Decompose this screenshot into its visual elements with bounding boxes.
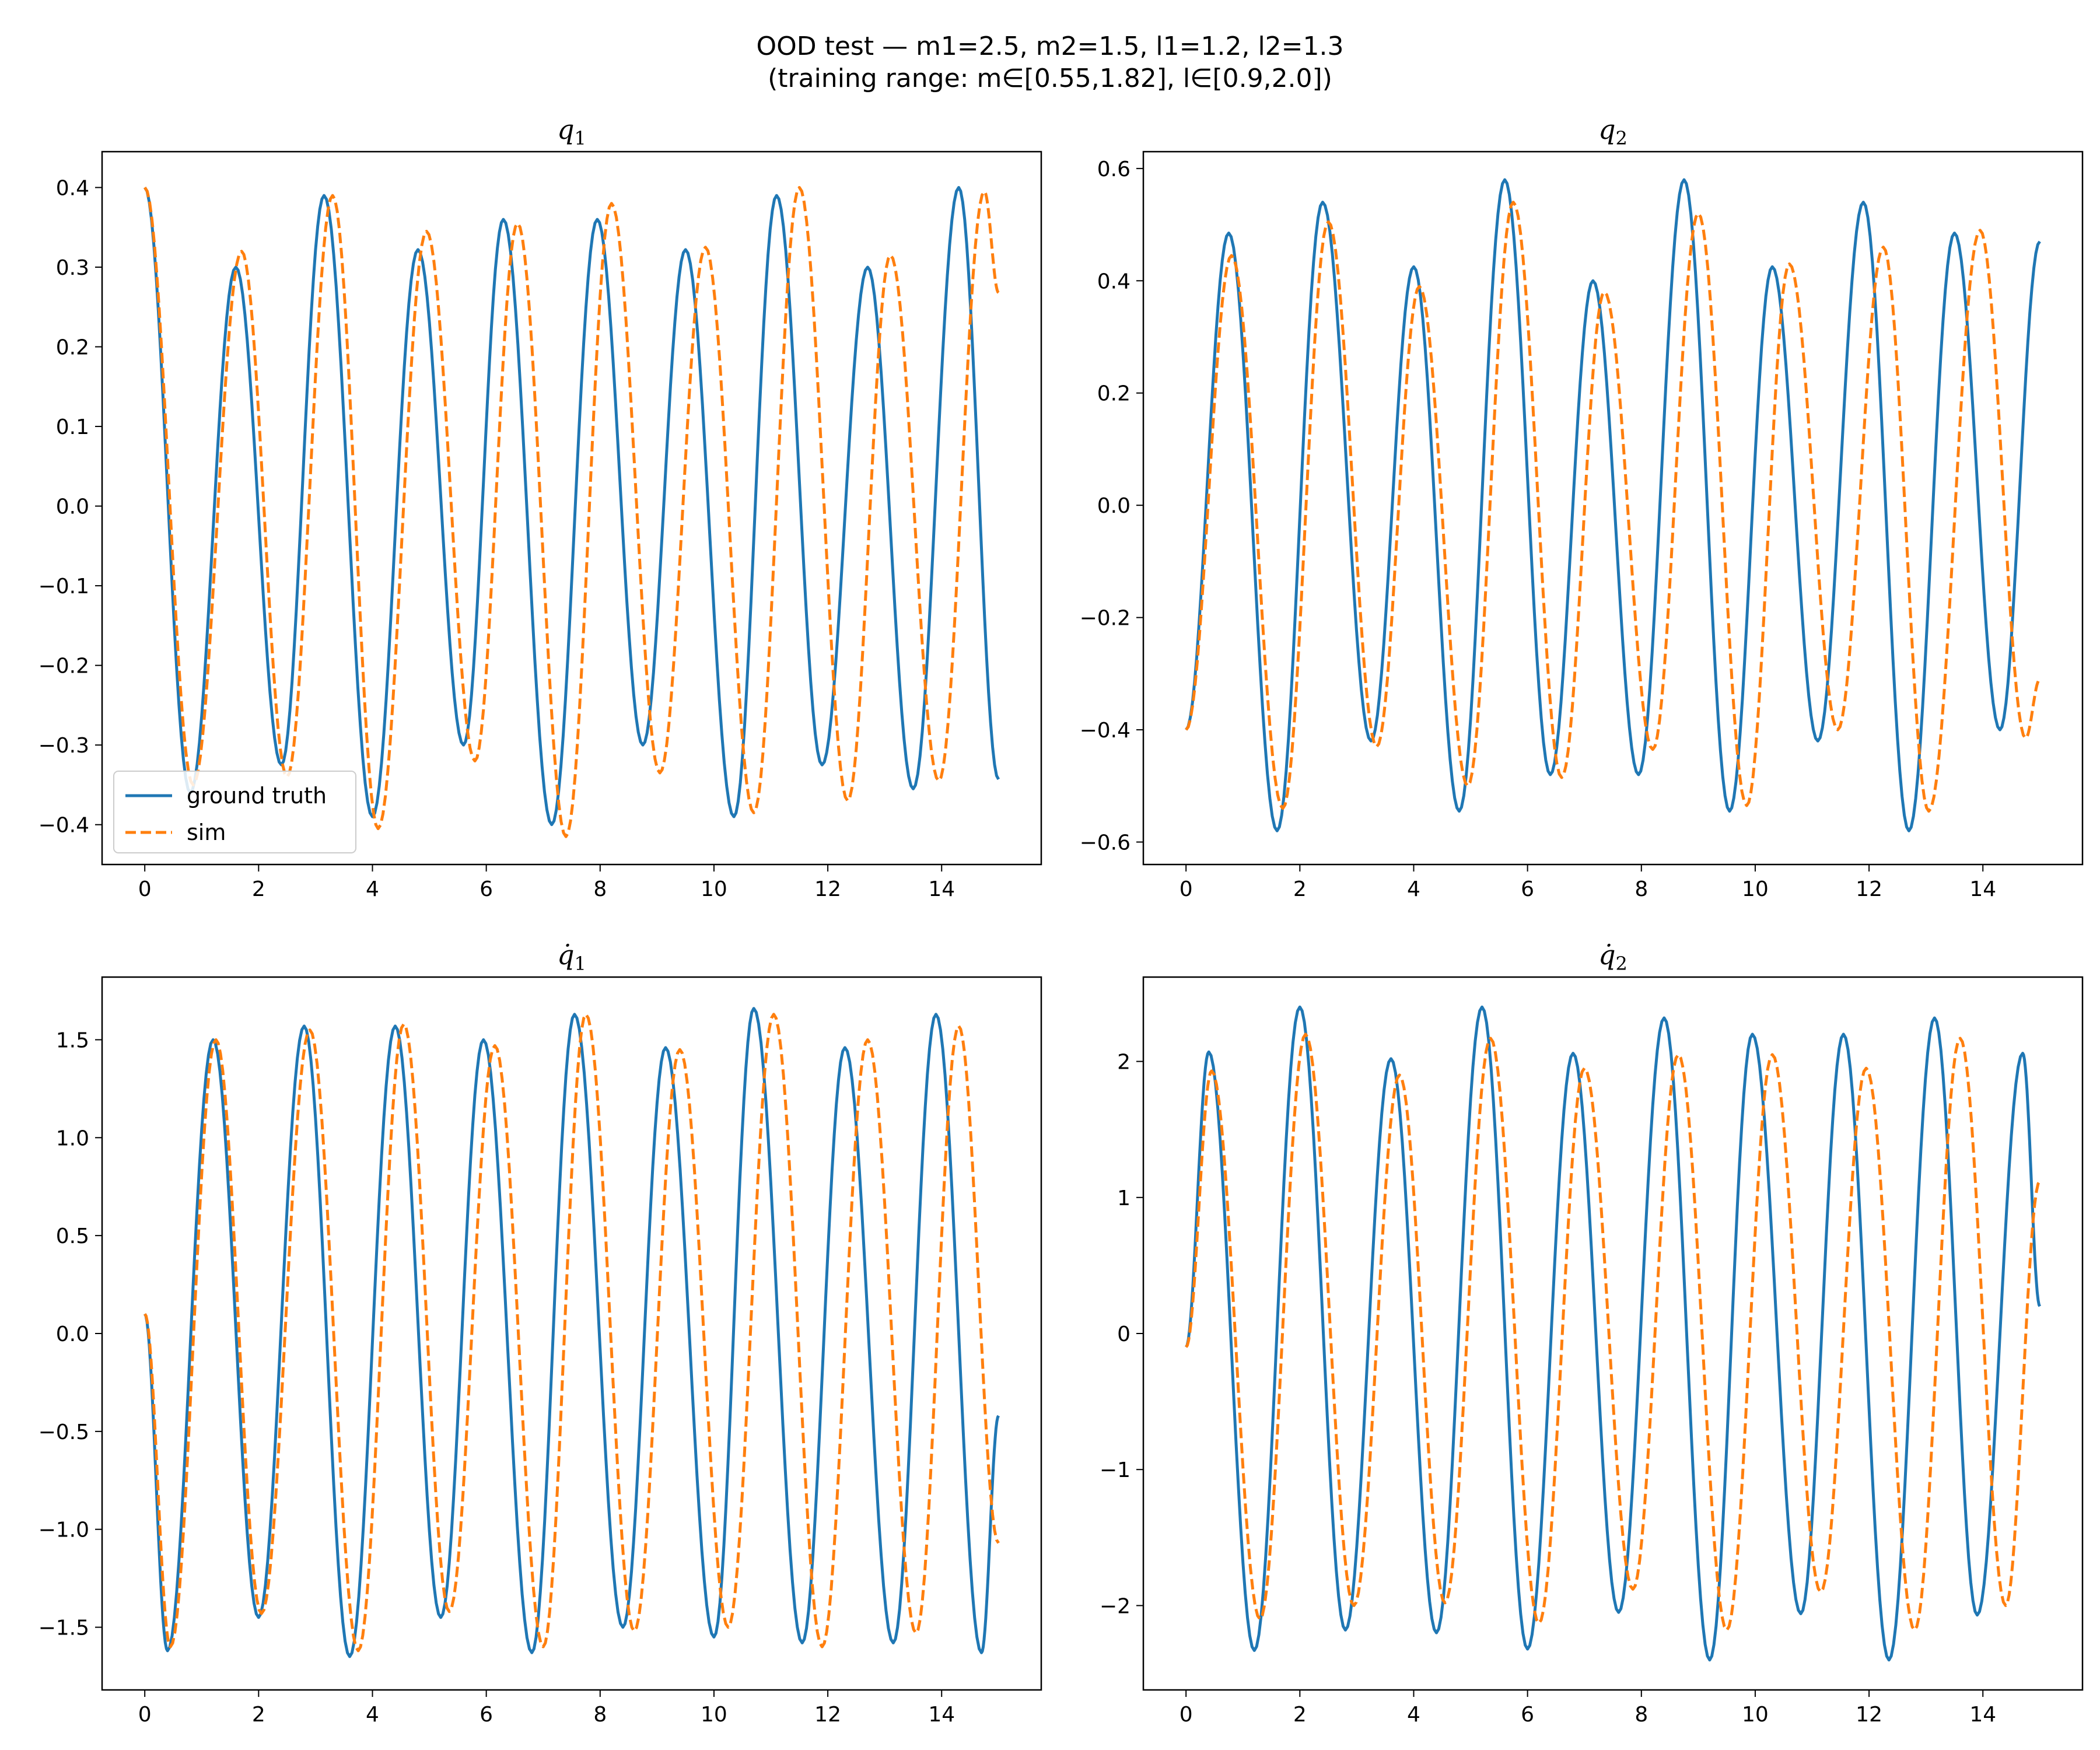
subplot-2: q20 2 4 6 8 10 12 140.60.40.20.0−0.2−0.4−0.6 bbox=[1080, 114, 2084, 901]
y-tick-label: −2 bbox=[1100, 1594, 1130, 1618]
y-tick-label: −0.4 bbox=[1080, 719, 1130, 743]
sim-series-line bbox=[1185, 201, 2041, 813]
subplot-title: q2 bbox=[1598, 114, 1628, 149]
y-tick-label: 0.0 bbox=[1097, 494, 1130, 518]
x-tick-label: 10 bbox=[701, 1703, 727, 1727]
y-tick-label: 1.0 bbox=[56, 1126, 89, 1150]
ground-truth-series-line bbox=[143, 1007, 1000, 1658]
x-tick-label: 0 bbox=[1180, 877, 1193, 901]
ground-truth-series-line bbox=[1185, 1005, 2042, 1662]
legend-label-sim: sim bbox=[187, 820, 226, 845]
subplot-title-subscript: 2 bbox=[1616, 953, 1628, 975]
x-tick-label: 12 bbox=[1856, 877, 1882, 901]
y-tick-label: 1 bbox=[1117, 1186, 1130, 1210]
y-tick-label: 0.2 bbox=[1097, 382, 1130, 406]
x-tick-label: 8 bbox=[593, 877, 607, 901]
y-tick-label: 0.3 bbox=[56, 256, 89, 280]
y-tick-label: −0.3 bbox=[38, 734, 89, 758]
x-tick-label: 6 bbox=[1521, 877, 1534, 901]
x-tick-label: 2 bbox=[252, 1703, 265, 1727]
y-tick-label: −0.6 bbox=[1080, 831, 1130, 855]
x-tick-label: 2 bbox=[1293, 877, 1307, 901]
y-tick-label: −0.4 bbox=[38, 814, 89, 838]
x-tick-label: 14 bbox=[1969, 877, 1996, 901]
subplot-title-subscript: 1 bbox=[575, 953, 586, 975]
x-tick-label: 12 bbox=[1856, 1703, 1882, 1727]
x-tick-label: 8 bbox=[1634, 1703, 1648, 1727]
y-tick-label: 0.1 bbox=[56, 415, 89, 439]
figure-title-line-2: (training range: m∈[0.55,1.82], l∈[0.9,2… bbox=[768, 64, 1332, 93]
subplot-title-subscript: 1 bbox=[575, 127, 586, 149]
x-tick-label: 0 bbox=[138, 1703, 152, 1727]
subplot-title-symbol: q̇ bbox=[557, 939, 574, 971]
legend-label-ground-truth: ground truth bbox=[187, 783, 327, 808]
subplot-grid: q10 2 4 6 8 10 12 140.40.30.20.10.0−0.1−0.2−0.3… bbox=[38, 114, 2084, 1727]
subplot-title: q1 bbox=[557, 114, 586, 149]
subplot-title-symbol: q bbox=[557, 114, 574, 145]
subplot-1: q10 2 4 6 8 10 12 140.40.30.20.10.0−0.1−0.2−0.3… bbox=[38, 114, 1042, 901]
x-tick-label: 12 bbox=[814, 877, 841, 901]
y-tick-label: 0 bbox=[1117, 1322, 1130, 1346]
sim-series-line bbox=[144, 1013, 1000, 1653]
ground-truth-series-line bbox=[1185, 178, 2041, 832]
x-tick-label: 14 bbox=[928, 1703, 955, 1727]
x-tick-label: 4 bbox=[366, 877, 379, 901]
subplot-title: q̇1 bbox=[557, 939, 586, 975]
y-tick-label: 0.4 bbox=[56, 176, 89, 200]
y-tick-label: −0.2 bbox=[38, 654, 89, 678]
x-tick-label: 2 bbox=[252, 877, 265, 901]
subplot-title-symbol: q̇ bbox=[1598, 939, 1615, 971]
x-tick-label: 6 bbox=[480, 1703, 493, 1727]
y-tick-label: −1.0 bbox=[38, 1518, 89, 1542]
subplot-title-symbol: q bbox=[1598, 114, 1615, 145]
y-tick-label: 0.5 bbox=[56, 1224, 89, 1248]
y-tick-label: −1 bbox=[1100, 1458, 1130, 1482]
x-tick-label: 4 bbox=[1407, 1703, 1420, 1727]
x-tick-label: 8 bbox=[593, 1703, 607, 1727]
x-tick-label: 12 bbox=[814, 1703, 841, 1727]
subplot-title: q̇2 bbox=[1598, 939, 1628, 975]
x-tick-label: 10 bbox=[1742, 1703, 1769, 1727]
figure-title-line-1: OOD test — m1=2.5, m2=1.5, l1=1.2, l2=1.… bbox=[756, 32, 1343, 61]
x-tick-label: 0 bbox=[1180, 1703, 1193, 1727]
y-tick-label: 0.4 bbox=[1097, 270, 1130, 293]
y-tick-label: 0.6 bbox=[1097, 158, 1130, 181]
x-tick-label: 10 bbox=[701, 877, 727, 901]
x-tick-label: 8 bbox=[1634, 877, 1648, 901]
x-tick-label: 6 bbox=[480, 877, 493, 901]
x-tick-label: 4 bbox=[366, 1703, 379, 1727]
y-tick-label: −0.2 bbox=[1080, 607, 1130, 631]
x-tick-label: 14 bbox=[1969, 1703, 1996, 1727]
y-tick-label: −0.5 bbox=[38, 1420, 89, 1444]
legend-box bbox=[113, 771, 356, 853]
axes-frame bbox=[1142, 150, 2084, 866]
subplot-3: q̇10 2 4 6 8 10 12 141.51.00.50.0−0.5−1.0−1.5 bbox=[38, 939, 1042, 1727]
y-tick-label: −0.1 bbox=[38, 575, 89, 598]
subplot-title-subscript: 2 bbox=[1616, 127, 1628, 149]
y-tick-label: 2 bbox=[1117, 1051, 1130, 1074]
y-tick-label: 0.2 bbox=[56, 336, 89, 360]
x-tick-label: 4 bbox=[1407, 877, 1420, 901]
sim-series-line bbox=[144, 186, 1000, 838]
x-tick-label: 6 bbox=[1521, 1703, 1534, 1727]
x-tick-label: 10 bbox=[1742, 877, 1769, 901]
x-tick-label: 0 bbox=[138, 877, 152, 901]
y-tick-label: −1.5 bbox=[38, 1616, 89, 1640]
sim-series-line bbox=[1185, 1032, 2041, 1632]
x-tick-label: 14 bbox=[928, 877, 955, 901]
y-tick-label: 1.5 bbox=[56, 1028, 89, 1052]
axes-frame bbox=[101, 150, 1042, 866]
y-tick-label: 0.0 bbox=[56, 495, 89, 519]
ground-truth-series-line bbox=[144, 186, 1000, 827]
y-tick-label: 0.0 bbox=[56, 1322, 89, 1346]
x-tick-label: 2 bbox=[1293, 1703, 1307, 1727]
legend: ground truth sim bbox=[113, 771, 356, 853]
